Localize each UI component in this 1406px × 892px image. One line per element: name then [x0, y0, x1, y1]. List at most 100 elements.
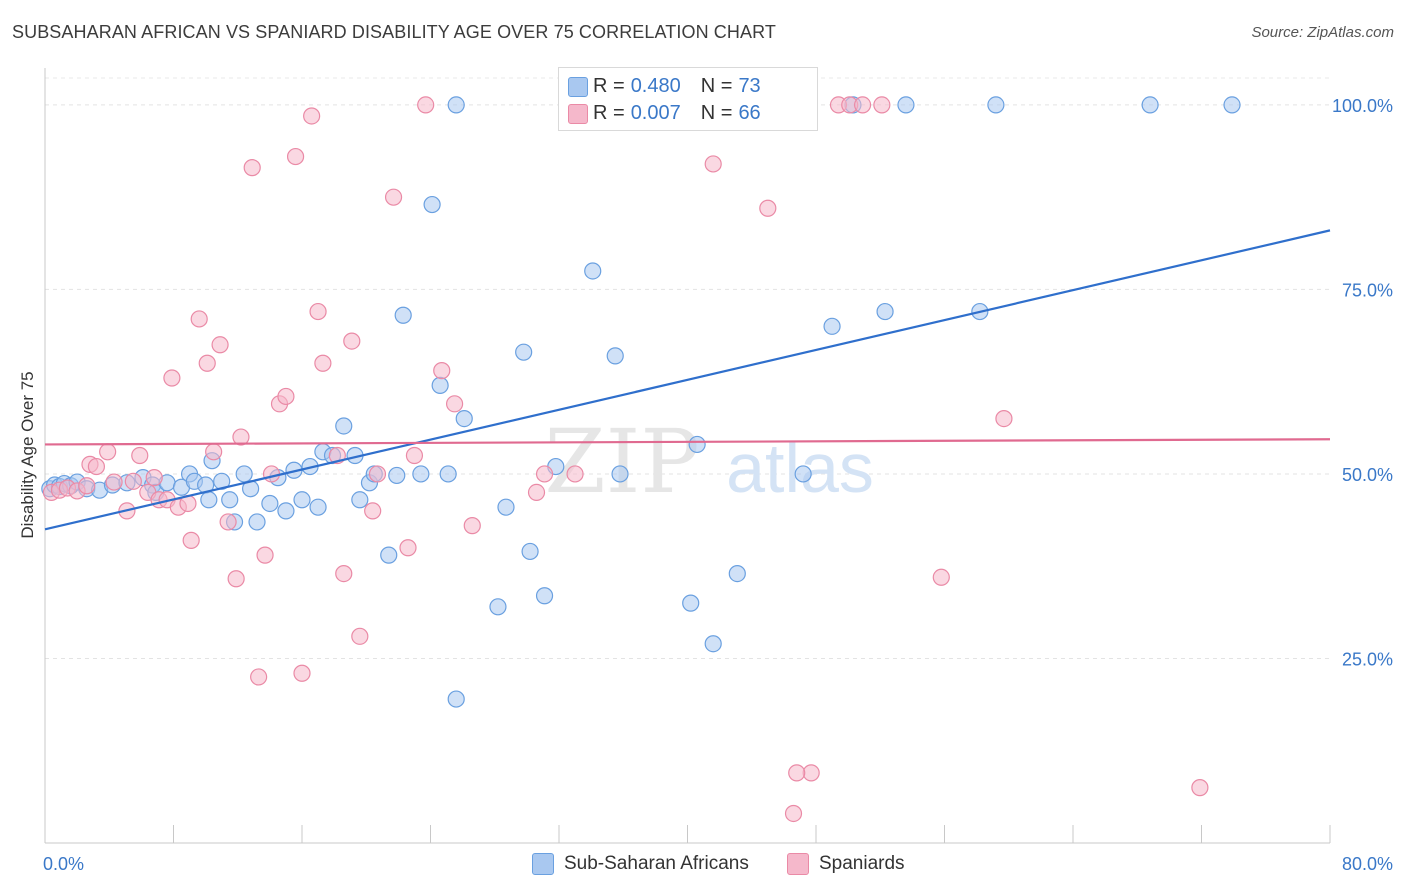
spaniard-point — [384, 188, 403, 206]
spaniard-point — [163, 369, 181, 387]
subsaharan-point — [794, 465, 812, 483]
spaniard-point — [309, 302, 327, 321]
spaniard-point — [124, 472, 142, 490]
subsaharan-point — [704, 635, 722, 653]
r-value: 0.480 — [630, 74, 681, 97]
subsaharan-point — [521, 542, 539, 561]
spaniard-point — [182, 531, 200, 549]
spaniards-legend-swatch — [787, 853, 809, 875]
subsaharan-point — [200, 491, 218, 509]
spaniard-point — [433, 362, 451, 380]
legend-item-spaniards: Spaniards — [787, 851, 905, 877]
y-tick-label: 100.0% — [1332, 96, 1393, 116]
spaniard-point — [131, 446, 149, 465]
spaniard-point — [853, 96, 872, 114]
spaniard-point — [256, 546, 274, 564]
subsaharan-point — [423, 195, 441, 214]
legend-item-subsaharan: Sub-Saharan Africans — [532, 851, 749, 877]
spaniard-point — [293, 664, 311, 682]
spaniard-point — [105, 473, 123, 491]
n-label: N = — [700, 101, 733, 124]
y-tick-label: 50.0% — [1342, 465, 1393, 485]
spaniard-point — [78, 477, 96, 495]
r-label: R = — [593, 74, 625, 97]
spaniard-point — [335, 564, 353, 583]
subsaharan-point — [897, 96, 915, 114]
spaniard-point — [262, 465, 281, 483]
spaniard-point — [219, 513, 237, 531]
spaniard-point — [788, 764, 806, 782]
subsaharan-point — [380, 546, 398, 564]
subsaharan-legend-swatch — [532, 853, 554, 875]
spaniard-point — [227, 570, 245, 588]
y-axis-title: Disability Age Over 75 — [18, 371, 37, 539]
subsaharan-point — [388, 466, 406, 485]
subsaharan-point — [439, 465, 457, 483]
subsaharan-point — [688, 435, 706, 454]
spaniard-point — [1191, 779, 1209, 797]
stats-legend-row-subsaharan: R = 0.480 N = 73 — [568, 73, 761, 99]
subsaharan-point — [335, 417, 353, 435]
subsaharan-point — [261, 494, 279, 513]
subsaharan-point — [221, 491, 239, 509]
subsaharan-point — [489, 598, 507, 616]
x-tick-label: 80.0% — [1342, 854, 1393, 874]
spaniard-point — [243, 159, 261, 177]
subsaharan-point — [728, 564, 746, 583]
spaniard-point — [759, 199, 777, 217]
chart-title: SUBSAHARAN AFRICAN VS SPANIARD DISABILIT… — [12, 22, 776, 42]
subsaharan-point — [606, 347, 624, 365]
y-tick-label: 25.0% — [1342, 649, 1393, 669]
spaniard-point — [205, 443, 223, 461]
subsaharan-point — [431, 376, 449, 394]
spaniard-point — [417, 96, 435, 114]
subsaharan-point — [412, 465, 430, 483]
subsaharan-point — [515, 343, 533, 361]
subsaharan-point — [1141, 96, 1159, 114]
spaniard-trend-line — [44, 438, 1331, 446]
subsaharan-point — [277, 502, 295, 520]
n-label: N = — [700, 74, 733, 97]
spaniard-point — [566, 465, 584, 483]
legend-label-spaniards: Spaniards — [819, 853, 905, 874]
spaniard-point — [314, 354, 332, 372]
spaniard-point — [873, 96, 891, 114]
subsaharan-swatch — [568, 77, 588, 97]
spaniard-point — [286, 147, 305, 166]
spaniard-point — [190, 310, 208, 328]
spaniard-point — [145, 469, 163, 487]
subsaharan-point — [823, 317, 841, 335]
subsaharan-point — [987, 96, 1005, 114]
r-value: 0.007 — [630, 101, 681, 124]
spaniard-point — [463, 517, 481, 535]
spaniard-point — [535, 465, 554, 483]
y-tick-label: 75.0% — [1342, 280, 1393, 300]
spaniard-point — [277, 387, 295, 406]
spaniard-point — [87, 457, 106, 476]
n-value: 73 — [738, 74, 761, 97]
subsaharan-point — [351, 491, 369, 509]
spaniard-point — [802, 764, 820, 782]
spaniard-point — [211, 336, 229, 354]
spaniard-point — [995, 409, 1013, 428]
spaniard-point — [364, 502, 382, 520]
legend-label-subsaharan: Sub-Saharan Africans — [564, 853, 749, 874]
spaniard-point — [250, 668, 268, 686]
spaniard-point — [232, 428, 250, 446]
spaniard-point — [99, 443, 117, 461]
spaniard-point — [351, 627, 369, 645]
subsaharan-point — [497, 498, 515, 516]
subsaharan-point — [1223, 96, 1241, 114]
source-label: Source: ZipAtlas.com — [1251, 24, 1394, 41]
watermark-zip: ZIP — [544, 410, 699, 513]
subsaharan-point — [309, 498, 327, 516]
n-value: 66 — [738, 101, 761, 124]
subsaharan-point — [611, 465, 629, 483]
spaniard-point — [704, 155, 722, 173]
spaniards-swatch — [568, 104, 588, 124]
subsaharan-point — [455, 409, 473, 428]
stats-legend: R = 0.480 N = 73 R = 0.007 N = 66 — [558, 67, 818, 131]
subsaharan-point — [876, 302, 894, 321]
subsaharan-point — [394, 306, 412, 324]
